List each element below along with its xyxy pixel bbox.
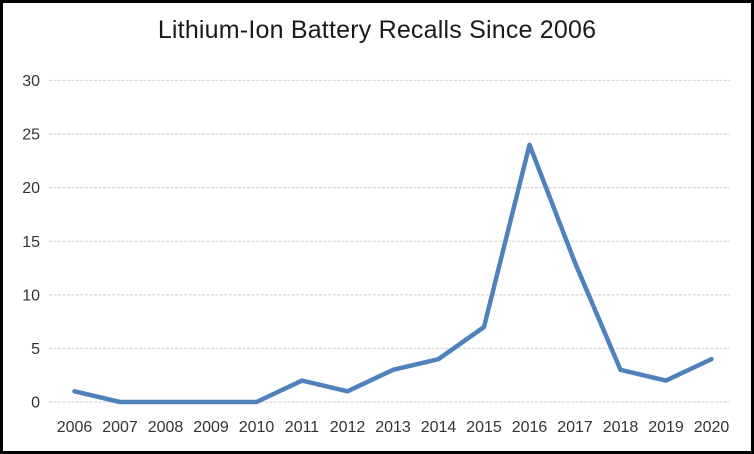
x-axis-tick-label: 2016 xyxy=(512,419,548,436)
x-axis-tick-label: 2020 xyxy=(694,419,730,436)
y-axis-tick-label: 20 xyxy=(22,180,40,197)
x-axis-tick-label: 2018 xyxy=(603,419,639,436)
y-axis-tick-label: 30 xyxy=(22,73,40,90)
x-axis-tick-label: 2008 xyxy=(148,419,184,436)
x-axis-tick-label: 2015 xyxy=(466,419,502,436)
chart-title: Lithium-Ion Battery Recalls Since 2006 xyxy=(157,16,597,44)
x-axis-tick-label: 2006 xyxy=(57,419,93,436)
data-line-series xyxy=(72,142,714,405)
x-axis-tick-label: 2014 xyxy=(421,419,457,436)
y-axis-tick-label: 10 xyxy=(22,287,40,304)
x-axis-tick-label: 2019 xyxy=(648,419,684,436)
x-axis-tick-label: 2010 xyxy=(239,419,275,436)
y-axis-tick-label: 5 xyxy=(31,341,40,358)
x-axis-tick-label: 2013 xyxy=(375,419,411,436)
x-axis-tick-label: 2007 xyxy=(102,419,138,436)
x-axis-tick-label: 2011 xyxy=(285,419,320,436)
x-axis-tick-label: 2017 xyxy=(557,419,593,436)
x-axis-tick-label: 2012 xyxy=(330,419,366,436)
y-axis-tick-label: 0 xyxy=(31,395,40,412)
y-axis-tick-label: 25 xyxy=(22,127,40,144)
y-axis-tick-label: 15 xyxy=(22,234,40,251)
x-axis-tick-label: 2009 xyxy=(193,419,229,436)
